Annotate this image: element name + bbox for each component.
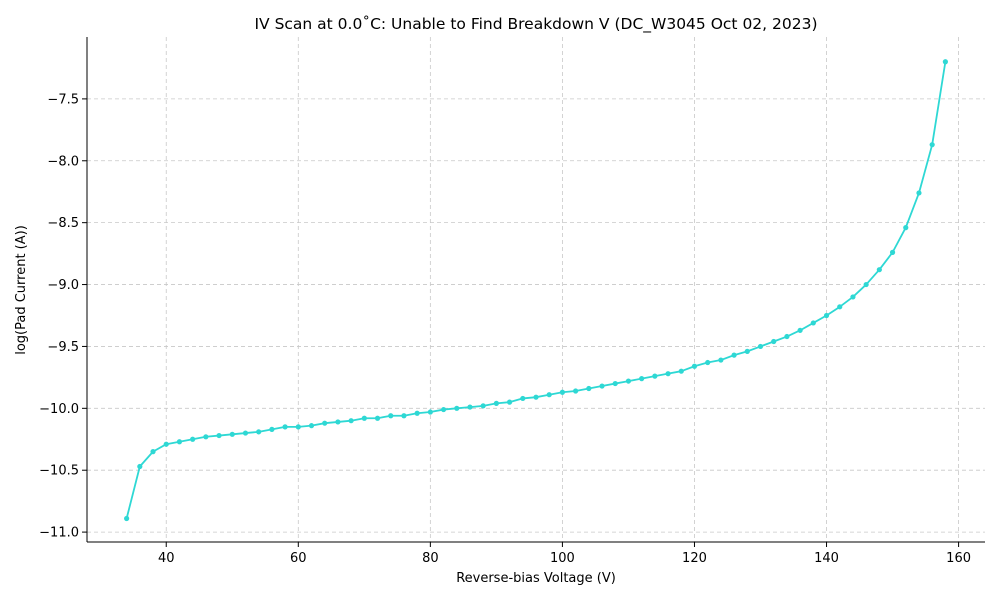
- data-point: [691, 363, 698, 369]
- y-tick-label: −8.5: [47, 216, 79, 231]
- data-point: [506, 399, 513, 405]
- data-point: [863, 281, 869, 288]
- data-point: [308, 423, 315, 429]
- data-point: [599, 383, 605, 389]
- data-point: [942, 59, 948, 65]
- data-point: [242, 430, 249, 436]
- x-tick-label: 80: [422, 551, 439, 566]
- data-point: [573, 388, 579, 394]
- data-point: [929, 142, 935, 148]
- data-point: [440, 406, 447, 413]
- data-point: [150, 449, 156, 455]
- data-point: [625, 378, 632, 384]
- data-point: [823, 312, 830, 319]
- data-point: [335, 419, 341, 425]
- data-point: [520, 395, 526, 402]
- y-tick-label: −11.0: [39, 526, 79, 541]
- data-point: [137, 463, 143, 470]
- data-point: [784, 333, 790, 340]
- data-point: [546, 392, 552, 398]
- data-point: [401, 413, 407, 419]
- data-point: [493, 400, 499, 406]
- data-series: [124, 59, 948, 522]
- x-tick-label: 60: [290, 551, 307, 566]
- data-point: [718, 357, 724, 363]
- data-point: [771, 338, 777, 345]
- axes: [86, 37, 985, 543]
- x-ticks: 40 60 80 100 120 140 160: [158, 542, 971, 566]
- data-point: [850, 294, 856, 300]
- data-point: [467, 404, 473, 410]
- data-point: [810, 320, 816, 326]
- data-point: [229, 431, 235, 437]
- grid-lines: [87, 37, 985, 542]
- x-tick-label: 140: [814, 551, 839, 566]
- data-point: [269, 426, 275, 432]
- x-tick-label: 120: [682, 551, 707, 566]
- data-point: [480, 403, 486, 409]
- x-tick-label: 100: [550, 551, 575, 566]
- data-point: [652, 373, 658, 379]
- data-point: [889, 249, 896, 255]
- series-line: [125, 61, 947, 519]
- chart-title: IV Scan at 0.0˚C: Unable to Find Breakdo…: [254, 15, 817, 34]
- y-tick-label: −8.0: [47, 154, 79, 169]
- data-point: [731, 352, 737, 358]
- data-point: [414, 410, 420, 416]
- data-point: [256, 429, 262, 435]
- data-point: [361, 415, 367, 421]
- y-tick-label: −9.5: [47, 340, 79, 355]
- data-point: [705, 359, 711, 366]
- y-tick-label: −10.0: [39, 402, 79, 417]
- data-point: [427, 409, 433, 415]
- x-axis-label: Reverse-bias Voltage (V): [456, 571, 616, 586]
- y-ticks: −11.0 −10.5 −10.0 −9.5 −9.0 −8.5 −8.0 −7.5: [39, 92, 87, 541]
- x-tick-label: 160: [946, 551, 971, 566]
- data-point: [559, 389, 566, 395]
- data-point: [837, 304, 843, 310]
- data-point: [348, 418, 354, 424]
- data-point: [282, 424, 288, 430]
- x-tick-label: 40: [158, 551, 175, 566]
- data-point: [124, 515, 130, 522]
- data-point: [295, 424, 301, 430]
- data-point: [203, 434, 209, 440]
- data-point: [612, 380, 618, 387]
- y-tick-label: −7.5: [47, 92, 79, 107]
- data-point: [665, 371, 671, 377]
- data-point: [639, 376, 645, 382]
- data-point: [916, 190, 922, 196]
- data-point: [388, 413, 394, 419]
- data-point: [374, 415, 381, 421]
- y-tick-label: −10.5: [39, 464, 79, 479]
- y-axis-label: log(Pad Current (A)): [14, 225, 29, 355]
- data-point: [797, 327, 803, 333]
- data-point: [757, 343, 764, 350]
- data-point: [876, 267, 882, 273]
- y-tick-label: −9.0: [47, 278, 79, 293]
- data-point: [190, 436, 196, 442]
- data-point: [744, 348, 750, 354]
- data-point: [903, 225, 909, 231]
- data-point: [322, 420, 328, 426]
- data-point: [454, 405, 460, 411]
- data-point: [216, 432, 222, 439]
- data-point: [586, 385, 592, 392]
- data-point: [163, 441, 169, 447]
- data-point: [176, 439, 183, 445]
- data-point: [533, 394, 539, 400]
- data-point: [678, 368, 684, 374]
